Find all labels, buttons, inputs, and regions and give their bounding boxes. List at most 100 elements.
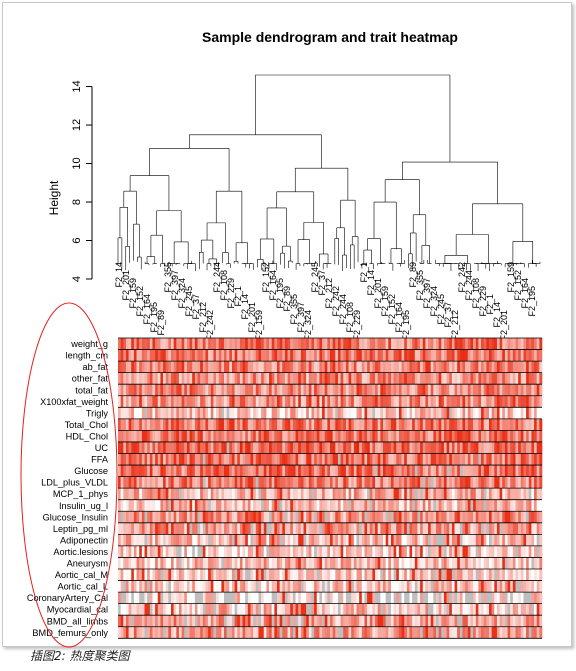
heatmap-cell: [213, 603, 217, 616]
heatmap-cell: [192, 372, 196, 385]
heatmap-cell: [361, 338, 365, 350]
heatmap-cell: [136, 407, 140, 419]
heatmap-cell: [271, 580, 275, 593]
heatmap-cell: [234, 569, 238, 581]
heatmap-cell: [237, 384, 241, 396]
heatmap-cell: [449, 603, 453, 616]
heatmap-cell: [279, 522, 283, 535]
heatmap-cell: [221, 372, 225, 385]
heatmap-cell: [518, 557, 522, 569]
heatmap-cell: [197, 361, 201, 373]
heatmap-cell: [449, 557, 453, 569]
heatmap-cell: [226, 580, 230, 593]
heatmap-cell: [237, 626, 241, 639]
heatmap-cell: [284, 465, 288, 477]
heatmap-cell: [181, 441, 185, 454]
heatmap-cell: [144, 534, 148, 546]
heatmap-cell: [353, 349, 357, 362]
heatmap-cell: [412, 499, 416, 512]
heatmap-cell: [147, 626, 151, 639]
heatmap-cell: [337, 453, 341, 466]
heatmap-cell: [160, 626, 164, 639]
heatmap-cell: [141, 603, 145, 616]
heatmap-cell: [269, 592, 272, 604]
heatmap-cell: [367, 453, 371, 466]
heatmap-cell: [414, 511, 418, 523]
heatmap-cell: [367, 499, 371, 512]
heatmap-cell: [369, 522, 373, 535]
heatmap-cell: [128, 384, 132, 396]
heatmap-cell: [205, 545, 209, 558]
heatmap-cell: [316, 499, 320, 512]
heatmap-cell: [398, 430, 402, 442]
heatmap-cell: [504, 361, 508, 373]
heatmap-cell: [385, 465, 389, 477]
heatmap-cell: [332, 384, 336, 396]
heatmap-cell: [274, 453, 278, 466]
heatmap-cell: [436, 499, 439, 512]
heatmap-cell: [120, 395, 124, 408]
heatmap-cell: [141, 395, 145, 408]
heatmap-cell: [481, 511, 484, 523]
heatmap-cell: [194, 488, 198, 500]
heatmap-cell: [438, 338, 442, 350]
heatmap-cell: [385, 499, 389, 512]
heatmap-cell: [443, 453, 447, 466]
heatmap-cell: [375, 488, 378, 500]
heatmap-cell: [139, 488, 143, 500]
heatmap-cell: [213, 395, 217, 408]
heatmap-cell: [152, 384, 156, 396]
heatmap-cell: [443, 476, 447, 489]
heatmap-cell: [436, 372, 439, 385]
heatmap-cell: [364, 511, 368, 523]
heatmap-cell: [253, 522, 257, 535]
heatmap-cell: [369, 603, 373, 616]
heatmap-cell: [481, 557, 484, 569]
heatmap-cell: [192, 395, 196, 408]
heatmap-cell: [499, 603, 503, 616]
heatmap-cell: [417, 592, 421, 604]
heatmap-cell: [120, 626, 124, 639]
heatmap-cell: [208, 522, 212, 535]
heatmap-cell: [242, 430, 246, 442]
heatmap-cell: [308, 580, 312, 593]
heatmap-cell: [242, 534, 246, 546]
heatmap-cell: [208, 476, 212, 489]
heatmap-cell: [406, 557, 410, 569]
heatmap-cell: [155, 407, 159, 419]
heatmap-cell: [202, 441, 206, 454]
heatmap-cell: [369, 615, 373, 627]
heatmap-cell: [131, 499, 135, 512]
heatmap-cell: [250, 569, 254, 581]
heatmap-cell: [443, 465, 447, 477]
heatmap-cell: [393, 592, 397, 604]
heatmap-cell: [425, 557, 429, 569]
heatmap-cell: [428, 349, 431, 362]
heatmap-cell: [489, 407, 492, 419]
heatmap-cell: [348, 430, 352, 442]
heatmap-cell: [250, 511, 254, 523]
heatmap-cell: [534, 430, 537, 442]
heatmap-cell: [345, 395, 349, 408]
heatmap-cell: [263, 338, 267, 350]
heatmap-cell: [316, 384, 320, 396]
heatmap-cell: [398, 465, 402, 477]
heatmap-cell: [184, 407, 188, 419]
heatmap-cell: [284, 361, 288, 373]
heatmap-cell: [496, 407, 500, 419]
heatmap-cell: [523, 534, 527, 546]
heatmap-cell: [512, 522, 516, 535]
heatmap-cell: [454, 349, 458, 362]
heatmap-cell: [176, 580, 180, 593]
heatmap-cell: [131, 511, 135, 523]
heatmap-cell: [536, 522, 540, 535]
heatmap-cell: [231, 465, 235, 477]
heatmap-cell: [422, 488, 426, 500]
heatmap-cell: [247, 603, 251, 616]
heatmap-cell: [367, 522, 371, 535]
heatmap-cell: [118, 615, 121, 627]
heatmap-cell: [353, 395, 357, 408]
heatmap-cell: [361, 407, 365, 419]
heatmap-cell: [189, 441, 193, 454]
heatmap-cell: [401, 626, 405, 639]
